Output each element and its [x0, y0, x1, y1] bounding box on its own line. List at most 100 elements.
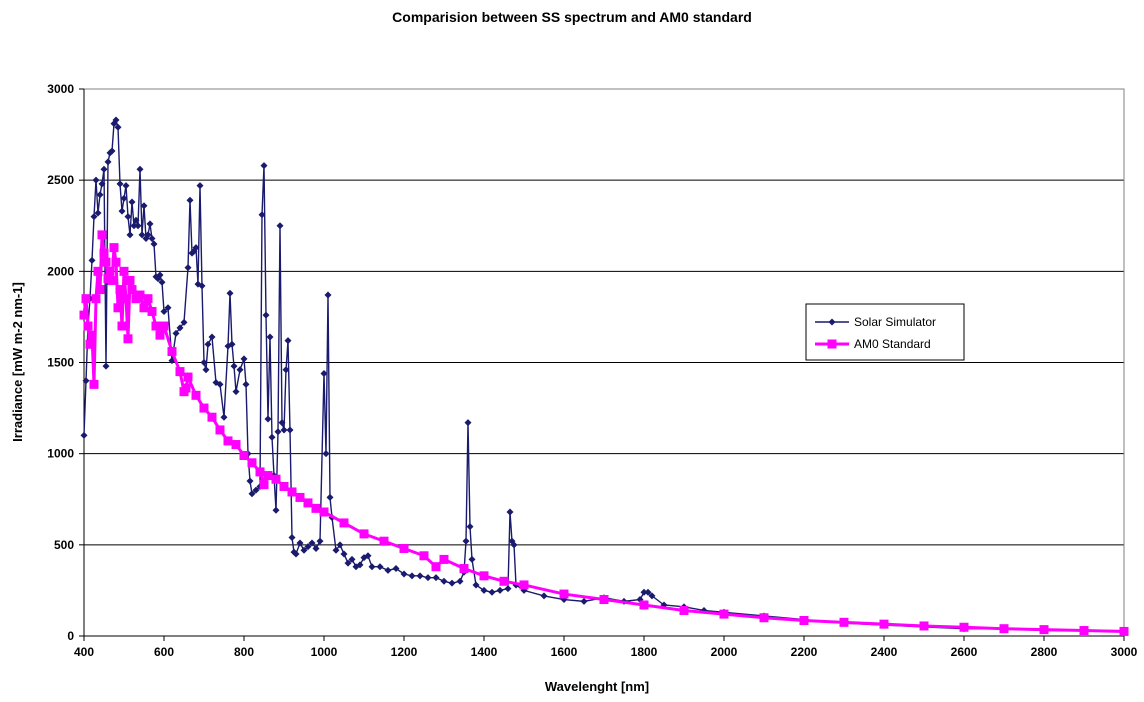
data-point-solar-simulator	[104, 158, 112, 166]
data-point-solar-simulator	[288, 534, 296, 542]
data-point-solar-simulator	[278, 419, 286, 427]
series-solar-simulator	[80, 116, 1128, 635]
data-point-solar-simulator	[132, 216, 140, 224]
data-point-solar-simulator	[252, 486, 260, 494]
series-am0-standard	[79, 230, 1129, 636]
data-point-solar-simulator	[262, 311, 270, 319]
data-point-solar-simulator	[504, 585, 512, 593]
data-point-am0-standard	[79, 310, 89, 320]
x-tick-label: 3000	[1111, 645, 1138, 659]
data-point-am0-standard	[117, 321, 127, 331]
data-point-solar-simulator	[88, 256, 96, 264]
data-point-solar-simulator	[364, 552, 372, 560]
data-point-solar-simulator	[264, 415, 272, 423]
data-point-am0-standard	[113, 303, 123, 313]
data-point-solar-simulator	[192, 244, 200, 252]
data-point-am0-standard	[99, 248, 109, 258]
x-tick-label: 1000	[311, 645, 338, 659]
data-point-solar-simulator	[116, 180, 124, 188]
data-point-am0-standard	[319, 507, 329, 517]
data-point-solar-simulator	[134, 222, 142, 230]
y-tick-label: 3000	[47, 82, 74, 96]
data-point-solar-simulator	[440, 577, 448, 585]
data-point-solar-simulator	[272, 506, 280, 514]
x-tick-label: 2800	[1031, 645, 1058, 659]
data-point-am0-standard	[135, 290, 145, 300]
data-point-solar-simulator	[348, 555, 356, 563]
data-point-am0-standard	[311, 503, 321, 513]
data-point-am0-standard	[121, 294, 131, 304]
data-point-solar-simulator	[144, 231, 152, 239]
data-point-solar-simulator	[400, 570, 408, 578]
x-tick-label: 2400	[871, 645, 898, 659]
data-point-solar-simulator	[202, 366, 210, 374]
data-point-am0-standard	[255, 467, 265, 477]
legend: Solar Simulator AM0 Standard	[805, 303, 965, 361]
data-point-solar-simulator	[246, 477, 254, 485]
data-point-solar-simulator	[126, 231, 134, 239]
data-point-solar-simulator	[102, 362, 110, 370]
series-line-am0-standard	[82, 234, 1125, 633]
data-point-solar-simulator	[138, 231, 146, 239]
data-point-solar-simulator	[274, 428, 282, 436]
data-point-solar-simulator	[232, 388, 240, 396]
data-point-solar-simulator	[368, 563, 376, 571]
data-point-am0-standard	[207, 412, 217, 422]
data-point-solar-simulator	[282, 366, 290, 374]
data-point-am0-standard	[271, 474, 281, 484]
x-tick-label: 2000	[711, 645, 738, 659]
data-point-am0-standard	[127, 285, 137, 295]
x-tick-label: 800	[234, 645, 254, 659]
data-point-solar-simulator	[140, 202, 148, 210]
data-point-am0-standard	[279, 481, 289, 491]
data-point-am0-standard	[181, 383, 191, 393]
data-point-solar-simulator	[392, 565, 400, 573]
data-point-solar-simulator	[100, 165, 108, 173]
data-point-solar-simulator	[248, 490, 256, 498]
tick-labels: 400 600 800 1000 1200 1400 1600 1800 2000 2200 240…	[47, 82, 1137, 659]
data-point-solar-simulator	[204, 340, 212, 348]
data-point-solar-simulator	[510, 541, 518, 549]
data-point-am0-standard	[479, 571, 489, 581]
data-point-am0-standard	[125, 275, 135, 285]
data-point-solar-simulator	[164, 304, 172, 312]
data-point-solar-simulator	[472, 581, 480, 589]
series-layer	[79, 116, 1129, 636]
data-point-solar-simulator	[200, 359, 208, 366]
data-point-solar-simulator	[150, 240, 158, 248]
data-point-am0-standard	[1079, 626, 1089, 636]
y-tick-label: 2000	[47, 264, 74, 278]
data-point-solar-simulator	[312, 544, 320, 552]
data-point-solar-simulator	[176, 324, 184, 332]
data-point-solar-simulator	[258, 211, 266, 219]
data-point-am0-standard	[97, 230, 107, 240]
x-tick-label: 1600	[551, 645, 578, 659]
data-point-solar-simulator	[304, 543, 312, 551]
data-point-solar-simulator	[160, 307, 168, 315]
data-point-am0-standard	[105, 266, 115, 276]
data-point-am0-standard	[259, 480, 269, 490]
data-point-am0-standard	[139, 303, 149, 313]
data-point-am0-standard	[119, 266, 129, 276]
data-point-solar-simulator	[496, 586, 504, 594]
data-point-am0-standard	[399, 543, 409, 553]
data-point-am0-standard	[339, 518, 349, 528]
data-point-am0-standard	[83, 321, 93, 331]
data-point-am0-standard	[239, 450, 249, 460]
data-point-solar-simulator	[196, 182, 204, 190]
data-point-am0-standard	[295, 492, 305, 502]
data-point-am0-standard	[167, 347, 177, 357]
data-point-solar-simulator	[640, 588, 648, 596]
gridlines	[84, 179, 1124, 546]
data-point-solar-simulator	[464, 419, 472, 427]
legend-marker-am0-standard	[827, 339, 837, 349]
data-point-am0-standard	[183, 372, 193, 382]
data-point-solar-simulator	[384, 566, 392, 574]
data-point-am0-standard	[109, 243, 119, 253]
data-point-solar-simulator	[120, 194, 128, 202]
data-point-am0-standard	[839, 617, 849, 627]
data-point-solar-simulator	[376, 563, 384, 571]
data-point-solar-simulator	[112, 116, 120, 124]
data-point-am0-standard	[519, 580, 529, 590]
data-point-am0-standard	[107, 275, 117, 285]
